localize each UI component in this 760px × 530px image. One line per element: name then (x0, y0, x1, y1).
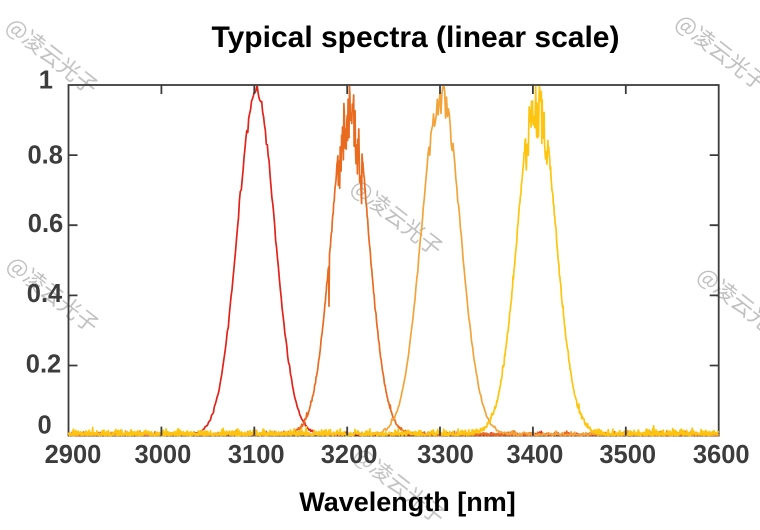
svg-text:0: 0 (38, 412, 52, 440)
svg-text:3100: 3100 (228, 441, 285, 469)
svg-text:Wavelength [nm]: Wavelength [nm] (299, 487, 516, 517)
svg-text:3300: 3300 (417, 441, 474, 469)
svg-text:0.4: 0.4 (27, 280, 63, 308)
svg-text:2900: 2900 (45, 441, 102, 469)
svg-text:3600: 3600 (693, 441, 750, 469)
svg-text:0.8: 0.8 (27, 142, 62, 170)
svg-text:3200: 3200 (321, 441, 378, 469)
svg-text:0.2: 0.2 (26, 350, 61, 378)
svg-text:3500: 3500 (599, 441, 656, 469)
svg-text:3400: 3400 (507, 441, 564, 469)
svg-text:0.6: 0.6 (28, 210, 63, 238)
svg-text:Typical spectra (linear scale): Typical spectra (linear scale) (212, 21, 620, 54)
svg-text:1: 1 (39, 66, 53, 94)
svg-text:3000: 3000 (135, 441, 192, 469)
